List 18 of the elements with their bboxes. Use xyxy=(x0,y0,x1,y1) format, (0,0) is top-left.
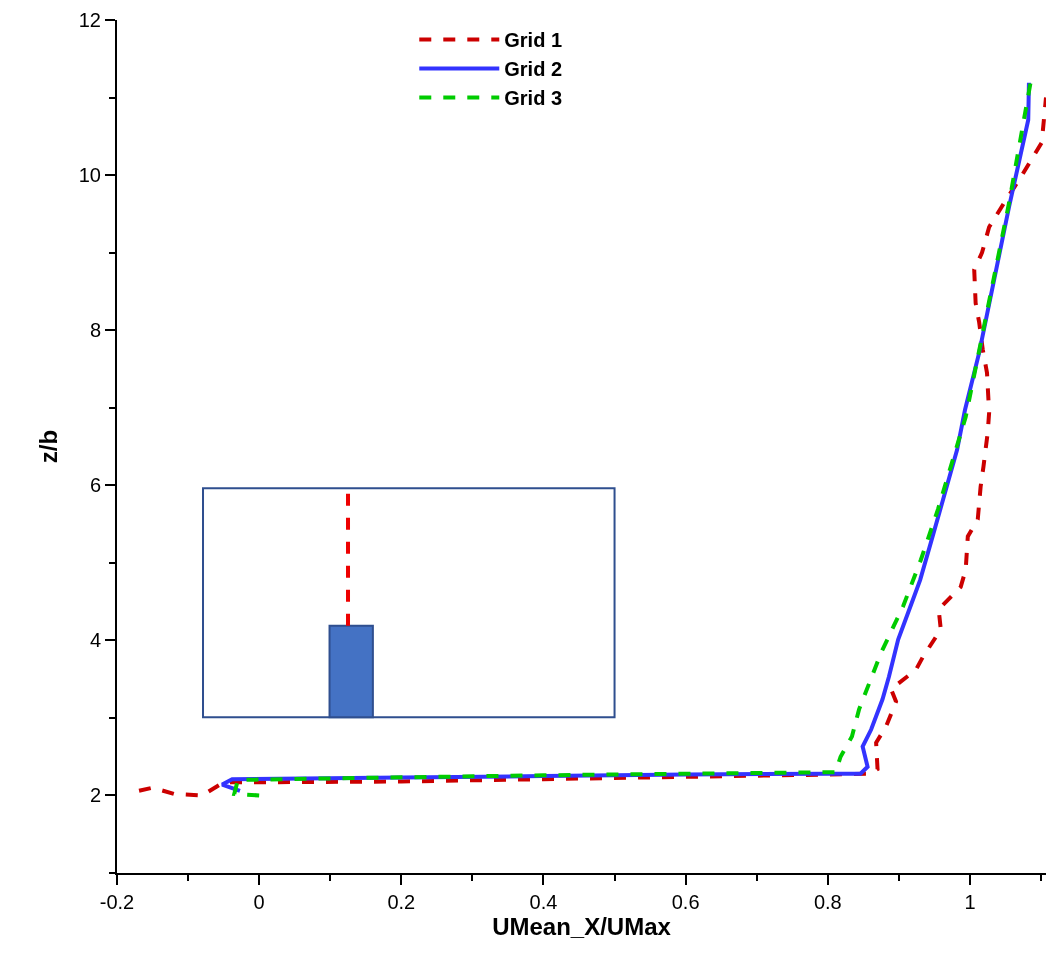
y-tick-label: 6 xyxy=(89,474,101,497)
y-tick-label: 12 xyxy=(78,9,101,31)
y-tick-label: 10 xyxy=(78,164,101,187)
x-tick-label: 0.6 xyxy=(671,891,700,913)
legend-label: Grid 1 xyxy=(504,29,563,52)
x-tick-label: 0 xyxy=(253,891,265,913)
x-tick-label: 0.4 xyxy=(529,891,558,913)
x-tick-label: 1 xyxy=(964,891,976,913)
x-tick-label: -0.2 xyxy=(99,891,135,913)
y-tick-label: 8 xyxy=(89,319,101,342)
legend-label: Grid 2 xyxy=(504,58,563,81)
y-tick-label: 2 xyxy=(89,784,101,807)
x-tick-label: 0.8 xyxy=(813,891,842,913)
x-tick-label: 0.2 xyxy=(387,891,416,913)
y-tick-label: 4 xyxy=(89,629,101,652)
legend-label: Grid 3 xyxy=(504,87,563,110)
x-axis-title: UMean_X/UMax xyxy=(492,913,672,940)
y-axis-title: z/b xyxy=(35,429,63,464)
